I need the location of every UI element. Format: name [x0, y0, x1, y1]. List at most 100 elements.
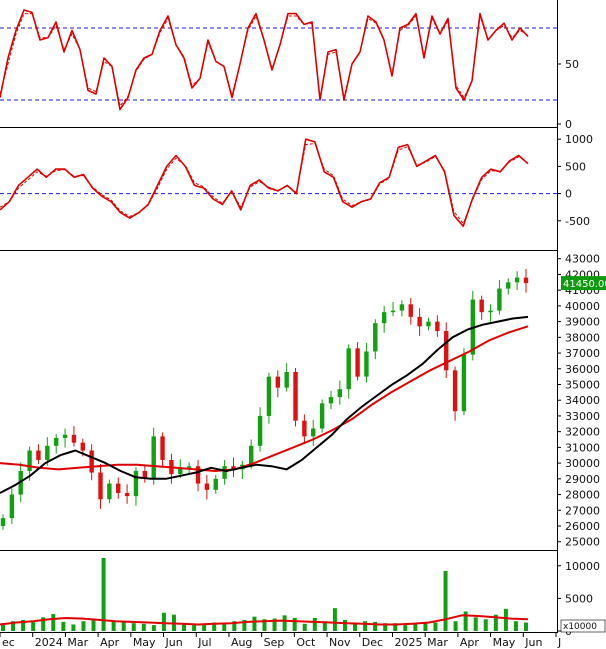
candle-body — [124, 492, 130, 497]
volume-bar — [41, 617, 46, 631]
candle-body — [417, 316, 422, 327]
volume-bar — [403, 625, 408, 631]
volume-bar — [322, 621, 327, 631]
price-tick-label: 30000 — [565, 457, 600, 470]
price-tick-label: 31000 — [565, 441, 600, 454]
candle-body — [231, 466, 236, 470]
x-tick-label: 2024 — [35, 636, 63, 649]
candle-body — [523, 277, 529, 284]
volume-bar — [192, 625, 197, 631]
volume-tick-label: 5000 — [565, 592, 593, 605]
volume-bar — [232, 621, 237, 631]
volume-bar — [161, 612, 166, 631]
price-tick-label: 37000 — [565, 347, 600, 360]
volume-bar — [1, 623, 5, 631]
volume-bar — [61, 621, 66, 631]
x-tick-label: Apr — [460, 636, 480, 649]
candle-body — [53, 437, 59, 446]
candle-body — [319, 403, 325, 429]
candle-body — [27, 450, 32, 471]
price-tick-label: 26000 — [565, 520, 600, 533]
candle-body — [222, 466, 227, 479]
candle-body — [45, 445, 50, 460]
volume-bar — [272, 618, 277, 631]
candle-body — [346, 348, 351, 390]
oscillator-line — [0, 9, 529, 111]
candle-body — [311, 428, 316, 437]
price-tick-label: 28000 — [565, 489, 600, 502]
volume-bar — [101, 557, 106, 631]
price-tick-label: 27000 — [565, 504, 600, 517]
oscillator-tick-label: 50 — [565, 58, 579, 71]
candle-body — [488, 310, 493, 313]
volume-bar — [282, 615, 287, 631]
x-tick-label: Sep — [264, 636, 285, 649]
panel-frames — [0, 0, 558, 633]
volume-bar — [121, 621, 126, 631]
x-tick-label: May — [133, 636, 156, 649]
volume-tick-label: 10000 — [565, 560, 600, 573]
price-tick-label: 40000 — [565, 300, 600, 313]
price-tick-label: 29000 — [565, 473, 600, 486]
price-tick-label: 36000 — [565, 363, 600, 376]
volume-bar — [524, 622, 528, 631]
oscillator-panel: 0 50 — [0, 9, 579, 131]
volume-bar — [11, 621, 16, 631]
candle-body — [151, 436, 156, 479]
volume-bar — [342, 619, 347, 631]
candle-body — [408, 304, 413, 317]
volume-bar — [252, 616, 257, 631]
volume-bar — [202, 623, 207, 631]
volume-bar — [111, 620, 116, 631]
x-tick-label: Mar — [427, 636, 448, 649]
candle-body — [284, 371, 289, 388]
moving-average-black — [0, 315, 529, 494]
volume-bar — [443, 571, 448, 631]
volume-bar — [463, 611, 468, 631]
candle-body — [461, 354, 467, 412]
candle-body — [62, 434, 68, 438]
momentum-signal-line — [0, 143, 529, 224]
candle-body — [435, 321, 440, 332]
volume-bar — [453, 621, 458, 631]
last-price-badge — [561, 276, 606, 291]
volume-bar — [302, 623, 307, 631]
price-tick-label: 39000 — [565, 316, 600, 329]
volume-bar — [332, 608, 337, 631]
volume-unit-label: x10000 — [563, 622, 597, 632]
price-tick-label: 38000 — [565, 331, 600, 344]
candle-body — [444, 331, 449, 371]
candle-body — [390, 310, 396, 313]
candle-body — [195, 466, 201, 484]
candle-body — [266, 376, 272, 416]
x-tick-label: ec — [2, 636, 15, 649]
x-tick-label: Jul — [197, 636, 211, 649]
candle-body — [364, 351, 369, 377]
momentum-tick-label: 0 — [565, 188, 572, 201]
price-tick-label: 33000 — [565, 410, 600, 423]
candle-body — [98, 472, 103, 500]
volume-bar — [393, 623, 398, 631]
x-tick-label: Dec — [362, 636, 383, 649]
candle-body — [116, 483, 121, 493]
candle-body — [373, 323, 378, 352]
candle-body — [249, 445, 254, 465]
volume-bar — [292, 617, 297, 631]
candle-body — [178, 467, 183, 475]
volume-bar — [222, 624, 227, 631]
moving-average-red — [0, 325, 529, 472]
momentum-tick-label: 500 — [565, 160, 586, 173]
candle-body — [89, 450, 94, 473]
volume-bar — [182, 623, 187, 631]
x-tick-label: J — [557, 636, 561, 649]
volume-bar — [71, 624, 76, 631]
volume-bar — [363, 621, 368, 631]
candle-body — [107, 483, 112, 500]
candle-body — [80, 442, 85, 451]
candle-body — [381, 312, 387, 324]
x-tick-label: Jun — [524, 636, 542, 649]
candle-body — [9, 494, 15, 519]
momentum-panel: 1000 500 0 -500 — [0, 133, 593, 228]
